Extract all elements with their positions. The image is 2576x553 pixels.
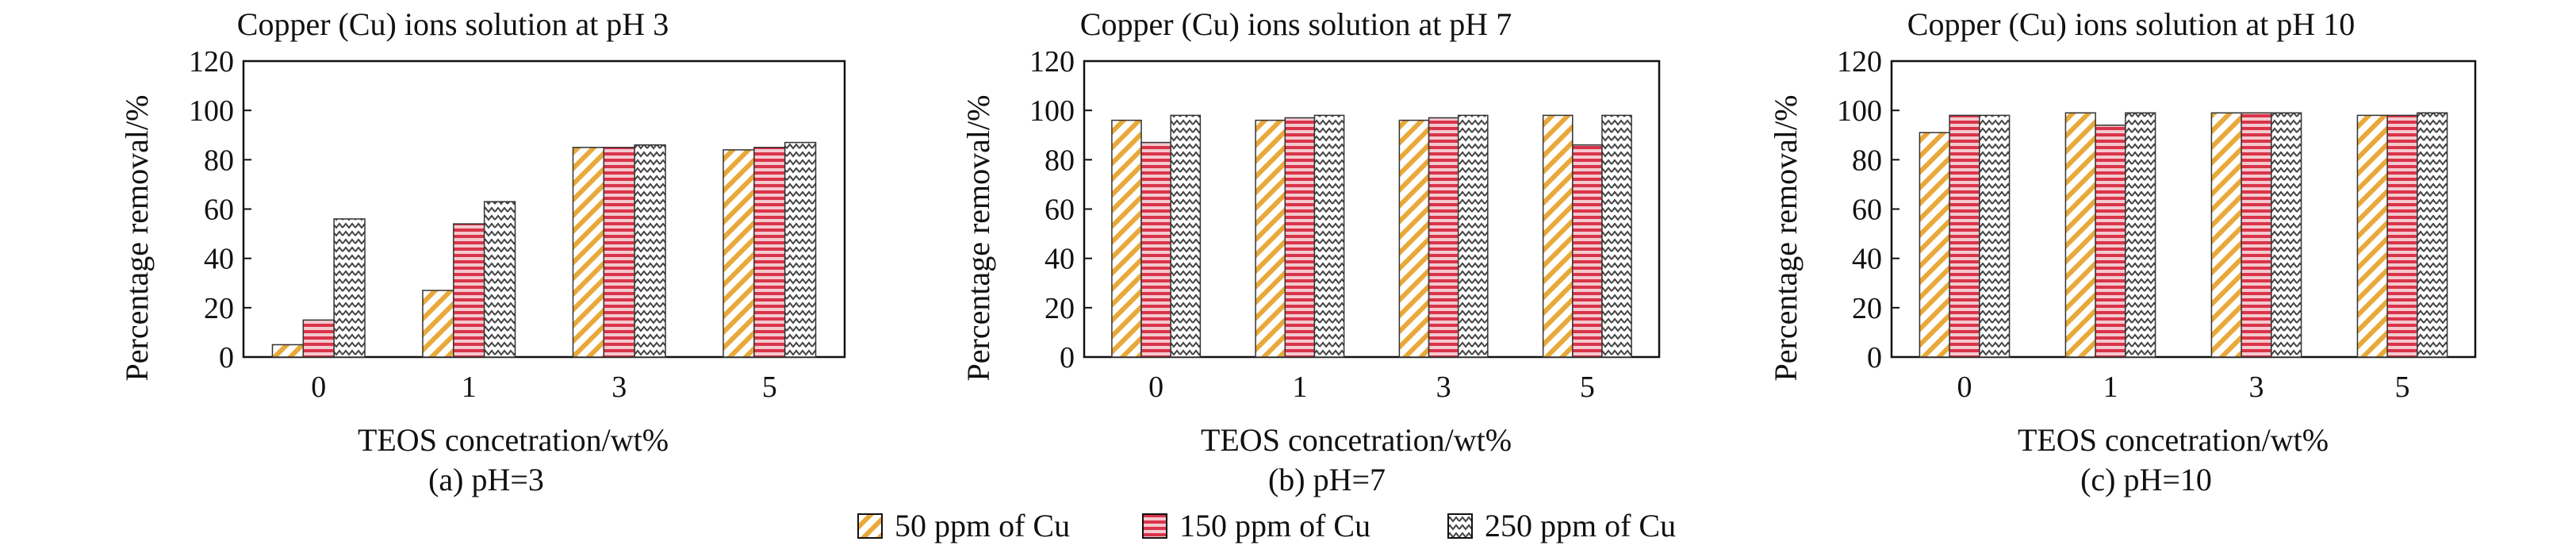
y-tick-label: 60 — [204, 194, 234, 227]
bar-150ppm-5 — [1572, 144, 1603, 358]
y-tick-label: 100 — [189, 94, 234, 128]
bar-250ppm-3 — [2271, 112, 2302, 358]
chart-panel-ph7: Copper (Cu) ions solution at pH 7 Percen… — [960, 6, 1661, 497]
x-tick-label: 1 — [462, 371, 477, 404]
legend-swatch-250ppm — [1447, 513, 1473, 539]
bar-250ppm-5 — [2417, 112, 2448, 358]
bar-250ppm-5 — [784, 141, 817, 358]
y-tick-label: 100 — [1837, 94, 1882, 128]
chart-panel-ph3: Copper (Cu) ions solution at pH 3 Percen… — [119, 6, 846, 497]
bar-250ppm-5 — [1601, 114, 1632, 358]
bar-50ppm-0 — [1111, 119, 1142, 358]
x-tick-label: 0 — [1148, 371, 1163, 404]
bar-150ppm-0 — [1949, 114, 1980, 358]
bar-250ppm-3 — [634, 144, 666, 358]
x-tick-label: 5 — [762, 371, 777, 404]
y-tick-label: 120 — [1029, 45, 1075, 79]
y-tick-label: 20 — [1852, 292, 1882, 325]
y-tick-label: 80 — [1045, 144, 1075, 177]
bar-150ppm-3 — [603, 147, 635, 358]
bar-50ppm-3 — [1398, 119, 1430, 358]
bar-250ppm-3 — [1457, 114, 1489, 358]
bar-50ppm-3 — [572, 147, 605, 358]
y-axis-label: Percentage removal/% — [960, 95, 996, 382]
y-tick-label: 120 — [189, 45, 234, 79]
chart-panel-ph10: Copper (Cu) ions solution at pH 10 Perce… — [1768, 6, 2477, 497]
chart-caption: (b) pH=7 — [1268, 462, 1386, 497]
y-tick-label: 80 — [204, 144, 234, 177]
bar-50ppm-5 — [723, 149, 755, 358]
x-tick-label: 5 — [2395, 371, 2410, 404]
x-tick-label: 5 — [1580, 371, 1595, 404]
y-tick-label: 100 — [1029, 94, 1075, 128]
bar-150ppm-1 — [2095, 125, 2126, 358]
bar-150ppm-3 — [2241, 112, 2272, 358]
y-axis-label: Percentage removal/% — [1768, 95, 1804, 382]
y-tick-label: 20 — [1045, 292, 1075, 325]
y-tick-label: 20 — [204, 292, 234, 325]
y-tick-label: 40 — [204, 243, 234, 276]
bar-250ppm-1 — [483, 201, 516, 358]
y-tick-label: 80 — [1852, 144, 1882, 177]
x-tick-label: 1 — [1292, 371, 1307, 404]
legend: 50 ppm of Cu 150 ppm of Cu 250 ppm of Cu — [857, 508, 1676, 543]
chart-caption: (c) pH=10 — [2080, 462, 2212, 497]
y-tick-label: 60 — [1852, 194, 1882, 227]
bar-50ppm-1 — [1255, 119, 1286, 358]
bar-250ppm-0 — [333, 218, 366, 358]
bar-250ppm-1 — [1313, 114, 1345, 358]
bar-150ppm-1 — [453, 223, 485, 358]
bar-50ppm-5 — [1542, 114, 1574, 358]
chart-caption: (a) pH=3 — [428, 462, 544, 497]
x-axis-label: TEOS concetration/wt% — [2018, 422, 2329, 458]
x-tick-label: 0 — [1957, 371, 1972, 404]
x-tick-label: 3 — [611, 371, 627, 404]
x-axis-label: TEOS concetration/wt% — [358, 422, 669, 458]
legend-label-50ppm: 50 ppm of Cu — [895, 508, 1070, 543]
x-axis-label: TEOS concetration/wt% — [1201, 422, 1512, 458]
bar-150ppm-3 — [1428, 117, 1459, 358]
bar-150ppm-5 — [2386, 114, 2418, 358]
bar-150ppm-5 — [753, 147, 786, 358]
chart-title: Copper (Cu) ions solution at pH 3 — [237, 6, 669, 42]
x-tick-label: 3 — [1436, 371, 1451, 404]
legend-swatch-150ppm — [1142, 513, 1167, 539]
y-tick-label: 60 — [1045, 194, 1075, 227]
y-tick-label: 0 — [1867, 341, 1882, 374]
bar-150ppm-0 — [1140, 141, 1171, 358]
chart-title: Copper (Cu) ions solution at pH 10 — [1907, 6, 2355, 42]
x-tick-label: 1 — [2103, 371, 2118, 404]
y-tick-label: 120 — [1837, 45, 1882, 79]
y-tick-label: 40 — [1852, 243, 1882, 276]
y-tick-label: 0 — [1060, 341, 1075, 374]
bar-150ppm-1 — [1284, 117, 1316, 358]
x-tick-label: 0 — [311, 371, 326, 404]
bar-50ppm-0 — [1919, 132, 1950, 358]
bar-50ppm-5 — [2356, 114, 2388, 358]
bar-250ppm-1 — [2125, 112, 2156, 358]
bar-50ppm-1 — [422, 290, 454, 358]
y-tick-label: 0 — [219, 341, 234, 374]
bar-50ppm-3 — [2210, 112, 2242, 358]
legend-swatch-50ppm — [857, 513, 883, 539]
bar-250ppm-0 — [1170, 114, 1202, 358]
legend-label-150ppm: 150 ppm of Cu — [1179, 508, 1370, 543]
y-axis-label: Percentage removal/% — [119, 95, 155, 382]
x-tick-label: 3 — [2249, 371, 2264, 404]
legend-label-250ppm: 250 ppm of Cu — [1485, 508, 1676, 543]
bar-50ppm-0 — [271, 344, 305, 358]
bar-50ppm-1 — [2064, 112, 2096, 358]
bar-150ppm-0 — [302, 319, 335, 358]
chart-title: Copper (Cu) ions solution at pH 7 — [1080, 6, 1512, 42]
bar-250ppm-0 — [1979, 114, 2011, 358]
y-tick-label: 40 — [1045, 243, 1075, 276]
